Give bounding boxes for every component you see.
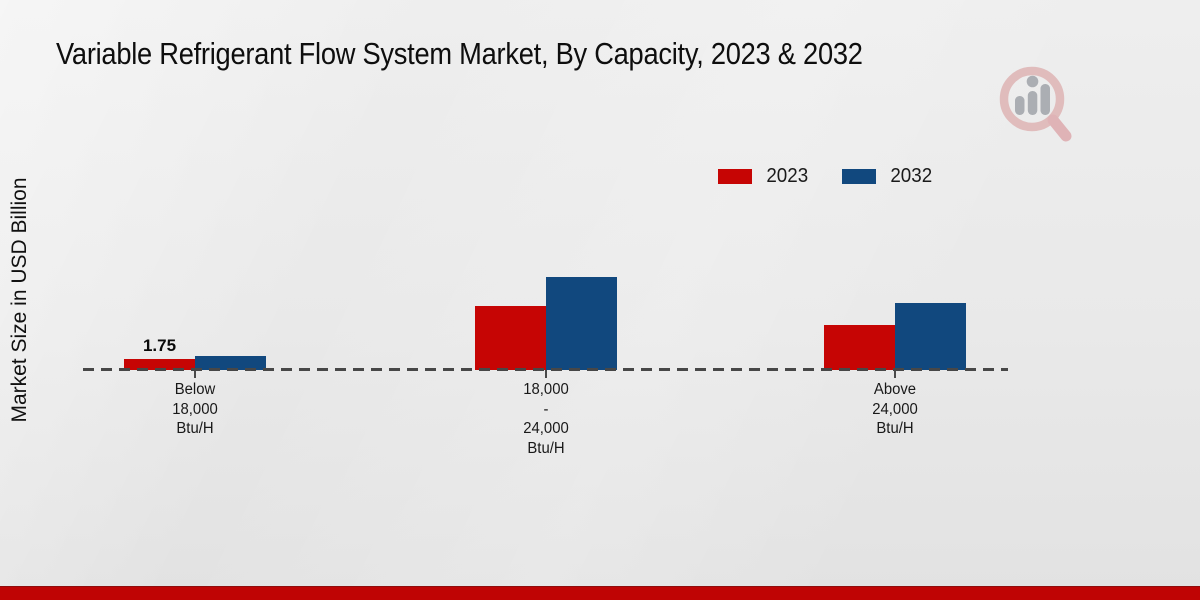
bar-value-label-2023-category-0: 1.75 xyxy=(142,335,177,355)
chart-title: Variable Refrigerant Flow System Market,… xyxy=(56,36,863,71)
x-axis-tick-1 xyxy=(545,370,547,378)
footer-accent-bar xyxy=(0,586,1200,600)
bar-2032-category-0 xyxy=(195,355,266,370)
category-label-0: Below 18,000 Btu/H xyxy=(172,381,218,437)
legend: 2023 2032 xyxy=(718,165,933,188)
category-label-1: 18,000 - 24,000 Btu/H xyxy=(523,381,569,457)
x-axis-baseline xyxy=(83,368,1008,371)
x-axis-tick-2 xyxy=(894,370,896,378)
x-axis-tick-0 xyxy=(194,370,196,378)
legend-item-2023: 2023 xyxy=(718,165,810,188)
bar-2032-category-2 xyxy=(895,303,966,370)
legend-label-2032: 2032 xyxy=(889,165,932,187)
bar-2023-category-2 xyxy=(824,325,895,370)
legend-item-2032: 2032 xyxy=(841,165,934,188)
bar-2023-category-1 xyxy=(475,306,546,370)
legend-swatch-2023 xyxy=(718,169,752,184)
legend-swatch-2032 xyxy=(841,169,876,184)
legend-label-2023: 2023 xyxy=(766,165,809,187)
y-axis-label: Market Size in USD Billion xyxy=(8,177,31,423)
market-research-future-logo-icon xyxy=(999,66,1072,142)
category-label-2: Above 24,000 Btu/H xyxy=(872,381,918,437)
bar-2032-category-1 xyxy=(546,276,617,370)
bar-2023-category-0 xyxy=(124,358,195,370)
